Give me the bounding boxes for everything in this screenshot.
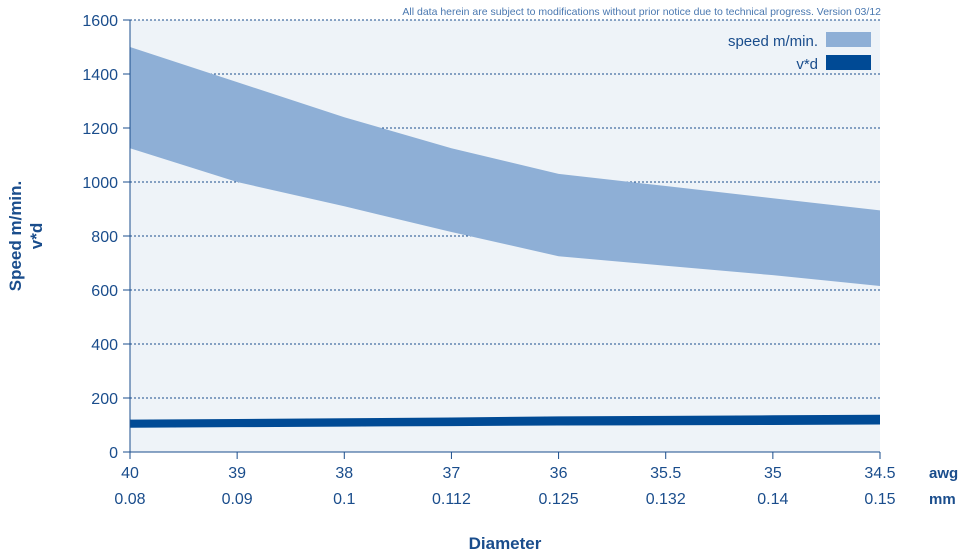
x-axis-title: Diameter [469,534,542,553]
y-axis-title-line1: Speed m/min. [6,181,25,292]
x-tick-label-awg-38: 38 [335,465,353,482]
series-vd-line [130,414,880,428]
x-tick-label-mm-0.14: 0.14 [757,491,788,508]
x-unit-mm: mm [929,491,956,508]
x-tick-label-awg-34.5: 34.5 [864,465,895,482]
x-tick-label-awg-35: 35 [764,465,782,482]
x-tick-label-awg-35.5: 35.5 [650,465,681,482]
legend-swatch-vd [826,55,871,70]
x-tick-label-mm-0.08: 0.08 [114,491,145,508]
version-note: All data herein are subject to modificat… [402,6,881,18]
y-tick-label-1000: 1000 [82,175,118,192]
y-tick-label-800: 800 [91,229,118,246]
x-tick-label-mm-0.125: 0.125 [539,491,579,508]
x-tick-label-mm-0.112: 0.112 [432,491,471,508]
x-unit-awg: awg [929,465,958,482]
legend-label-vd: v*d [796,56,818,73]
x-tick-label-awg-39: 39 [228,465,246,482]
y-tick-labels: 0 200 400 600 800 1000 1200 1400 1600 [82,13,118,462]
x-tick-label-mm-0.09: 0.09 [222,491,253,508]
y-tick-label-400: 400 [91,337,118,354]
y-tick-label-600: 600 [91,283,118,300]
legend: speed m/min. v*d [728,32,871,73]
x-tick-label-awg-36: 36 [550,465,568,482]
y-tick-label-1400: 1400 [82,67,118,84]
y-tick-label-0: 0 [109,445,118,462]
x-tick-label-awg-40: 40 [121,465,139,482]
y-tick-label-200: 200 [91,391,118,408]
x-tick-labels: 40 39 38 37 36 35.5 35 34.5 0.08 0.09 0.1 0.112 0.12… [114,465,895,508]
y-tick-label-1600: 1600 [82,13,118,30]
y-axis-title-line2: v*d [27,223,46,249]
axes [123,19,881,459]
x-tick-label-mm-0.132: 0.132 [646,491,686,508]
x-tick-label-awg-37: 37 [443,465,461,482]
x-tick-label-mm-0.1: 0.1 [333,491,355,508]
y-tick-label-1200: 1200 [82,121,118,138]
legend-swatch-speed [826,32,871,47]
legend-label-speed: speed m/min. [728,33,818,50]
series-layer [130,47,880,428]
series-speed-band [130,47,880,286]
x-tick-label-mm-0.15: 0.15 [864,491,895,508]
